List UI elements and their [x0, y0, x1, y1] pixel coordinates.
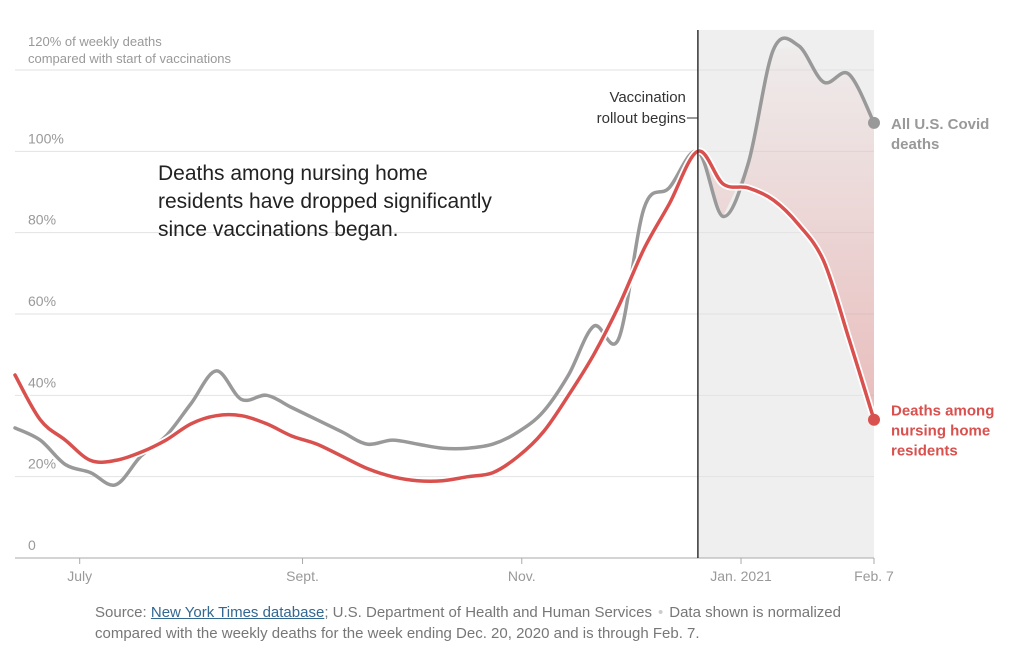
annotation-line-1: Deaths among nursing home [158, 162, 428, 185]
separator-dot: • [657, 604, 664, 621]
annotation-line-2: residents have dropped significantly [158, 190, 492, 213]
series-label-nursing-home-line-1: Deaths among [891, 403, 994, 420]
endpoint-nursing-home-deaths [868, 413, 880, 426]
y-axis-label-line-1: 120% of weekly deaths [28, 34, 162, 49]
source-prefix: Source: [95, 604, 151, 621]
source-link[interactable]: New York Times database [150, 604, 325, 621]
rollout-label-line-1: Vaccination [609, 89, 685, 106]
y-tick-label: 60% [28, 293, 56, 309]
y-gridlines [15, 69, 874, 478]
y-tick-label: 20% [28, 456, 56, 472]
source-note: Source: New York Times database; U.S. De… [95, 602, 895, 644]
y-tick-label: 0 [28, 537, 36, 553]
gap-fill-area [697, 45, 874, 420]
x-tick-label: July [67, 568, 92, 584]
source-data-note: Data shown is normalized compared with t… [95, 604, 841, 642]
y-tick-label: 40% [28, 374, 56, 390]
x-tick-label: Nov. [508, 568, 536, 584]
y-tick-label: 80% [28, 212, 56, 228]
series-label-nursing-home-line-3: residents [891, 443, 958, 460]
x-ticks: July Sept. Nov. Jan. 2021 Feb. 7 [67, 558, 894, 584]
endpoint-all-covid-deaths [868, 116, 880, 129]
series-line-nursing-home-deaths [13, 149, 876, 483]
rollout-label-line-2: rollout begins [597, 110, 686, 127]
x-tick-label: Jan. 2021 [710, 568, 772, 584]
y-tick-labels: 0 20% 40% 60% 80% 100% [28, 130, 64, 553]
series-label-all-covid-line-2: deaths [891, 136, 939, 153]
series-label-nursing-home-line-2: nursing home [891, 423, 990, 440]
x-tick-label: Sept. [286, 568, 319, 584]
y-tick-label: 100% [28, 130, 64, 146]
series-label-all-covid-line-1: All U.S. Covid [891, 116, 989, 133]
annotation-line-3: since vaccinations began. [158, 218, 399, 241]
source-rest: ; U.S. Department of Health and Human Se… [324, 604, 652, 621]
chart: 020%40%60%80%100% 120% of weekly deaths … [11, 30, 994, 584]
y-axis-label-line-2: compared with start of vaccinations [28, 51, 232, 66]
x-tick-label: Feb. 7 [854, 568, 894, 584]
